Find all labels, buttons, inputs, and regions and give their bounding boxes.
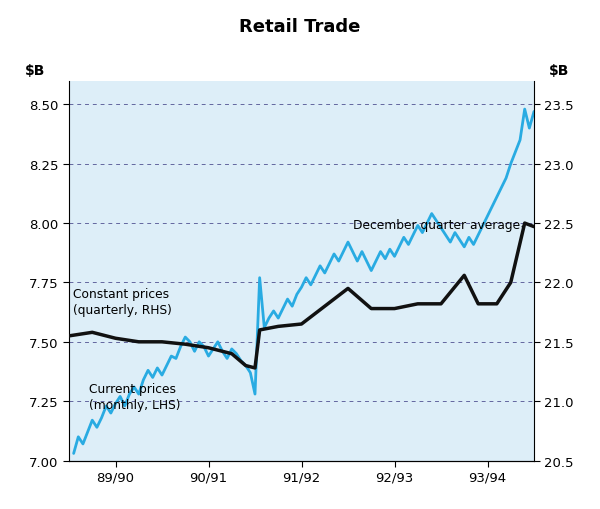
Text: Retail Trade: Retail Trade <box>239 18 361 36</box>
Text: $B: $B <box>25 64 45 78</box>
Text: Constant prices
(quarterly, RHS): Constant prices (quarterly, RHS) <box>73 288 172 317</box>
Text: Current prices
(monthly, LHS): Current prices (monthly, LHS) <box>89 382 181 411</box>
Text: December quarter average: December quarter average <box>353 218 523 231</box>
Text: $B: $B <box>548 64 569 78</box>
